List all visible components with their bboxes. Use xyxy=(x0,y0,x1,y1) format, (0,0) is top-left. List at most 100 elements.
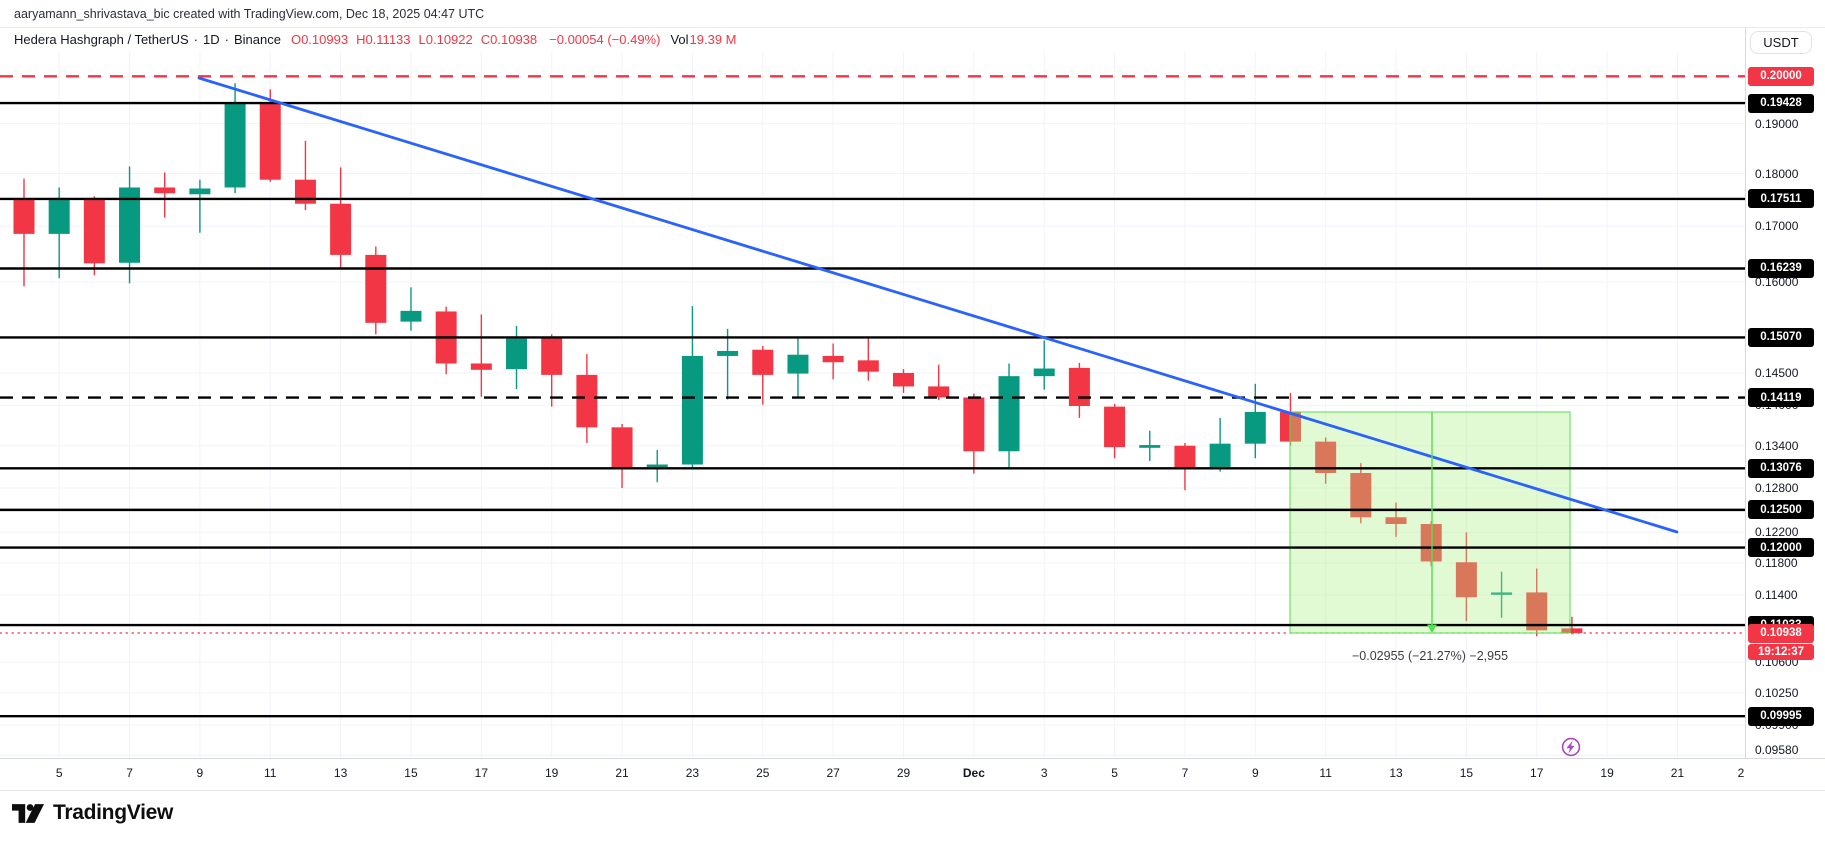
price-axis[interactable]: 0.190000.180000.170000.160000.145000.140… xyxy=(1746,52,1825,758)
time-axis-label: 25 xyxy=(756,766,770,780)
price-scale-label: 0.18000 xyxy=(1755,166,1799,181)
candle-body-nov-26 xyxy=(787,354,809,374)
time-axis-label: 3 xyxy=(1040,766,1048,780)
price-line-badge: 0.14119 xyxy=(1748,388,1814,408)
price-line-badge: 0.17511 xyxy=(1748,189,1814,209)
range-measurement-label: −0.02955 (−21.27%) −2,955 xyxy=(1352,649,1508,663)
bar-countdown-badge: 19:12:37 xyxy=(1748,643,1814,660)
candle-body-dec-12 xyxy=(1350,472,1372,518)
tradingview-logo-icon xyxy=(12,803,44,823)
price-range-region[interactable] xyxy=(1289,411,1571,634)
time-axis-label: 13 xyxy=(1389,766,1403,780)
price-scale-label: 0.09580 xyxy=(1755,743,1799,757)
candle-body-nov-12 xyxy=(294,179,316,204)
candle-body-nov-24 xyxy=(717,350,739,356)
candle-body-nov-5 xyxy=(48,198,70,234)
candle-body-nov-11 xyxy=(259,103,281,180)
price-scale-label: 0.10250 xyxy=(1755,685,1799,700)
candle-body-dec-4 xyxy=(1068,367,1090,406)
chart-canvas[interactable]: −0.02955 (−21.27%) −2,955 xyxy=(0,52,1745,758)
time-axis-label: 19 xyxy=(545,766,559,780)
price-line-badge: 0.20000 xyxy=(1748,66,1814,86)
time-axis-label: 17 xyxy=(1530,766,1544,780)
candle-body-nov-13 xyxy=(330,203,352,255)
currency-toggle-button[interactable]: USDT xyxy=(1750,31,1812,54)
candle-body-nov-23 xyxy=(681,355,703,465)
candle-body-dec-1 xyxy=(963,397,985,452)
price-scale-label: 0.11400 xyxy=(1755,587,1798,602)
range-arrow-head xyxy=(1427,624,1437,633)
price-scale-label: 0.19000 xyxy=(1755,116,1799,131)
exchange-label: Binance xyxy=(233,32,281,47)
price-axis-divider[interactable] xyxy=(1745,27,1746,758)
candle-body-dec-17 xyxy=(1526,592,1548,631)
attribution-text: aaryamann_shrivastava_bic created with T… xyxy=(14,6,485,21)
downtrend-line[interactable] xyxy=(197,76,1679,534)
price-line-badge: 0.13076 xyxy=(1748,458,1814,478)
price-scale-label: 0.11800 xyxy=(1755,556,1798,571)
candle-body-nov-22 xyxy=(646,464,668,470)
header-divider xyxy=(0,27,1825,28)
time-axis-label: 27 xyxy=(826,766,840,780)
symbol-title[interactable]: Hedera Hashgraph / TetherUS xyxy=(14,32,189,47)
price-scale-label: 0.17000 xyxy=(1755,219,1799,234)
time-axis[interactable]: 5 7 9 11 13 15 17 19 21 23 25 27 29 Dec 3 5 7 9 11 13 15 17 19… xyxy=(0,758,1825,790)
price-scale-label: 0.13400 xyxy=(1755,438,1799,453)
symbol-info-row: Hedera Hashgraph / TetherUS · 1D · Binan… xyxy=(0,27,1759,52)
price-scale-label: 0.14500 xyxy=(1755,365,1799,380)
candle-body-nov-18 xyxy=(506,338,528,370)
time-axis-label: 21 xyxy=(615,766,629,780)
time-axis-label: 13 xyxy=(333,766,348,780)
candle-body-dec-3 xyxy=(1033,368,1055,377)
candle-body-nov-15 xyxy=(400,310,422,322)
interval-label[interactable]: 1D xyxy=(202,32,220,47)
price-line-badge: 0.09995 xyxy=(1748,706,1814,726)
candle-body-nov-29 xyxy=(893,372,914,387)
candle-body-nov-8 xyxy=(154,187,176,194)
time-axis-label: 19 xyxy=(1600,766,1614,780)
candle-body-nov-30 xyxy=(928,386,950,398)
candle-body-dec-15 xyxy=(1455,562,1477,598)
close-value: C0.10938 xyxy=(480,32,538,47)
separator-dot: · xyxy=(224,32,229,47)
time-axis-label: 9 xyxy=(196,766,204,780)
candle-body-nov-28 xyxy=(857,360,879,372)
candle-body-nov-25 xyxy=(752,349,774,375)
time-axis-label: 7 xyxy=(1181,766,1189,780)
candle-body-dec-13 xyxy=(1385,517,1407,525)
candle-body-dec-6 xyxy=(1139,445,1161,448)
volume-value: 19.39 M xyxy=(689,32,737,47)
price-line-badge: 0.15070 xyxy=(1748,327,1814,347)
candle-body-nov-20 xyxy=(576,374,598,428)
attribution-bar: aaryamann_shrivastava_bic created with T… xyxy=(0,0,1825,27)
price-line-badge: 0.16239 xyxy=(1748,258,1814,278)
time-axis-label: 7 xyxy=(126,766,133,780)
current-price-badge: 0.10938 xyxy=(1748,623,1814,643)
candle-body-nov-4 xyxy=(13,198,35,234)
time-axis-label: 5 xyxy=(1111,766,1118,780)
candle-body-nov-17 xyxy=(470,363,492,370)
low-value: L0.10922 xyxy=(418,32,473,47)
time-axis-label: 29 xyxy=(896,766,911,780)
price-line-badge: 0.12000 xyxy=(1748,538,1814,558)
price-line-badge: 0.12500 xyxy=(1748,500,1814,520)
separator-dot: · xyxy=(193,32,198,47)
candle-body-nov-7 xyxy=(119,187,141,263)
candle-body-nov-27 xyxy=(822,355,844,363)
price-scale-label: 0.12800 xyxy=(1755,480,1799,495)
chart-bottom-border xyxy=(0,790,1825,791)
time-axis-label: 2 xyxy=(1737,766,1745,780)
candle-body-dec-16 xyxy=(1491,592,1513,595)
candle-body-dec-2 xyxy=(998,376,1020,452)
candle-body-dec-11 xyxy=(1315,441,1337,473)
time-axis-label-month: Dec xyxy=(962,766,985,780)
candle-body-dec-5 xyxy=(1104,406,1126,448)
candle-body-dec-9 xyxy=(1244,411,1266,444)
lightning-bolt-glyph xyxy=(1566,740,1575,754)
time-axis-label: 21 xyxy=(1670,766,1685,780)
candle-body-nov-19 xyxy=(541,337,563,375)
candle-body-nov-14 xyxy=(365,254,387,323)
time-axis-label: 23 xyxy=(685,766,700,780)
time-axis-label: 15 xyxy=(404,766,418,780)
